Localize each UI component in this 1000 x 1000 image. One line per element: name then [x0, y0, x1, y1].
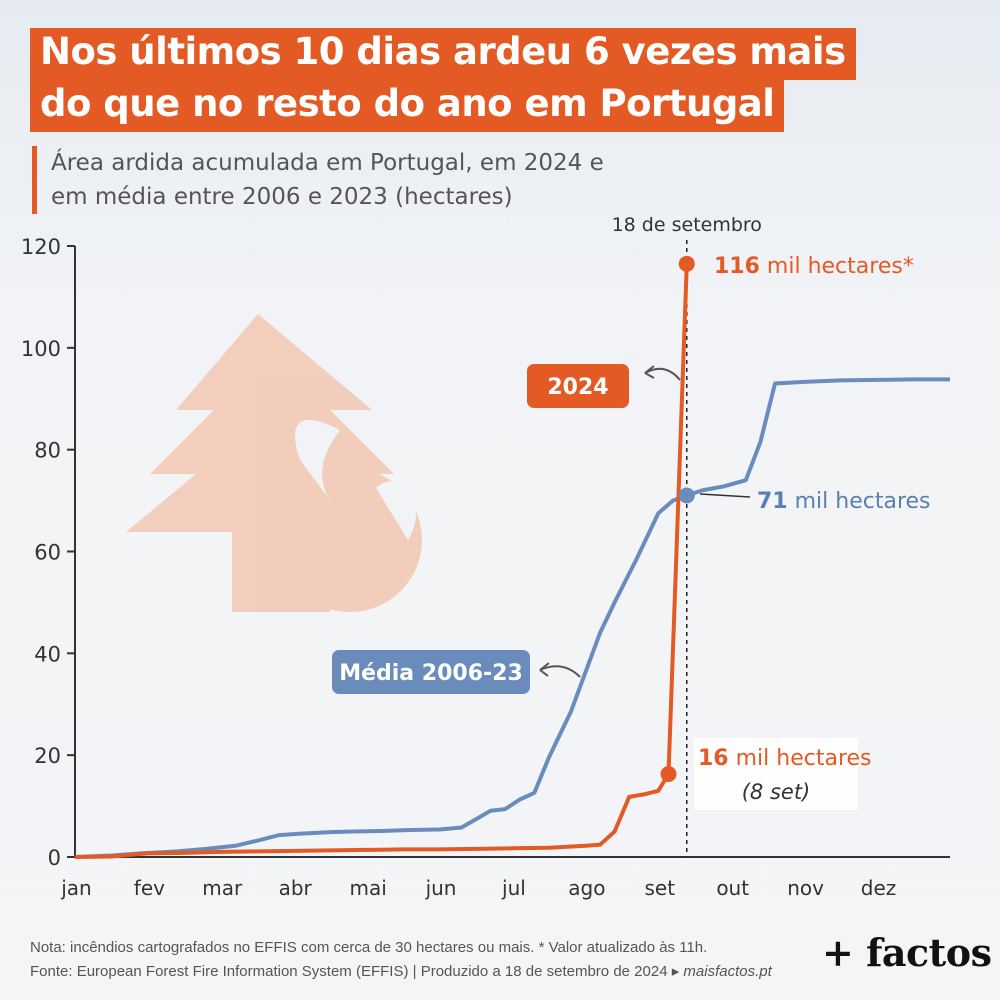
annotation-16-date: (8 set)	[742, 780, 811, 804]
arrow-media	[539, 665, 581, 678]
annotation-16: 16 mil hectares	[698, 746, 872, 771]
label-media-text: Média 2006-23	[339, 661, 523, 686]
label-2024-box: 2024	[527, 364, 629, 408]
annotation-71-leader	[699, 493, 751, 498]
annotation-71: 71 mil hectares	[757, 489, 931, 514]
subtitle-line-1: Área ardida acumulada em Portugal, em 20…	[51, 150, 604, 176]
x-tick-label: out	[716, 876, 749, 900]
reference-label: 18 de setembro	[612, 214, 762, 236]
x-tick-label: mai	[349, 876, 386, 900]
x-tick-label: mar	[202, 876, 243, 900]
title-line-1: Nos últimos 10 dias ardeu 6 vezes mais	[30, 28, 856, 80]
y-tick-label: 60	[34, 541, 61, 565]
x-tick-label: set	[645, 876, 676, 900]
y-tick-label: 20	[34, 744, 61, 768]
annotation-16-unit: mil hectares	[729, 746, 872, 771]
x-tick-label: ago	[568, 876, 605, 900]
footer-notes: Nota: incêndios cartografados no EFFIS c…	[30, 936, 772, 984]
x-tick-label: dez	[861, 876, 897, 900]
series-line-2024	[74, 263, 689, 859]
annotation-116-unit: mil hectares*	[760, 254, 914, 279]
annotation-116: 116 mil hectares*	[714, 254, 914, 279]
x-tick-label: fev	[134, 876, 165, 900]
label-media-box: Média 2006-23	[332, 650, 530, 694]
arrow-2024-head	[644, 365, 655, 379]
footer-source-line: Fonte: European Forest Fire Information …	[30, 960, 772, 984]
x-axis-ticks: jan fev mar abr mai jun jul ago set out nov dez	[60, 876, 896, 900]
y-tick-label: 80	[34, 439, 61, 463]
tree-fire-icon	[126, 314, 422, 612]
annotation-16-value: 16	[698, 746, 729, 771]
annotation-71-value: 71	[757, 489, 788, 514]
chart-subtitle: Área ardida acumulada em Portugal, em 20…	[32, 146, 711, 214]
brand-logo: + factos	[822, 930, 992, 975]
x-tick-label: jun	[425, 876, 457, 900]
title-block: Nos últimos 10 dias ardeu 6 vezes mais d…	[30, 28, 856, 132]
x-tick-label: jul	[501, 876, 526, 900]
data-point-highlight	[660, 766, 677, 783]
y-tick-label: 120	[21, 235, 61, 259]
annotation-16-background	[694, 738, 858, 810]
x-tick-label: nov	[787, 876, 824, 900]
data-point-highlight	[678, 487, 695, 504]
x-tick-label: abr	[279, 876, 313, 900]
y-tick-label: 0	[48, 846, 61, 870]
arrow-2024	[644, 367, 681, 381]
footer-site-link[interactable]: maisfactos.pt	[683, 963, 772, 980]
y-tick-label: 100	[21, 337, 61, 361]
label-2024-text: 2024	[547, 375, 608, 400]
footer-source: Fonte: European Forest Fire Information …	[30, 963, 684, 980]
data-point-highlight	[678, 255, 695, 272]
footer-note: Nota: incêndios cartografados no EFFIS c…	[30, 939, 708, 956]
series-line-media-2006-23	[74, 377, 950, 859]
annotation-116-value: 116	[714, 254, 760, 279]
arrow-media-head	[539, 662, 550, 677]
y-tick-label: 40	[34, 642, 61, 666]
title-line-2: do que no resto do ano em Portugal	[30, 80, 785, 132]
y-axis-ticks: 0 20 40 60 80 100 120	[21, 235, 75, 870]
x-tick-label: jan	[60, 876, 92, 900]
annotation-71-unit: mil hectares	[788, 489, 931, 514]
highlight-points	[660, 255, 695, 783]
subtitle-line-2: em média entre 2006 e 2023 (hectares)	[51, 184, 513, 210]
